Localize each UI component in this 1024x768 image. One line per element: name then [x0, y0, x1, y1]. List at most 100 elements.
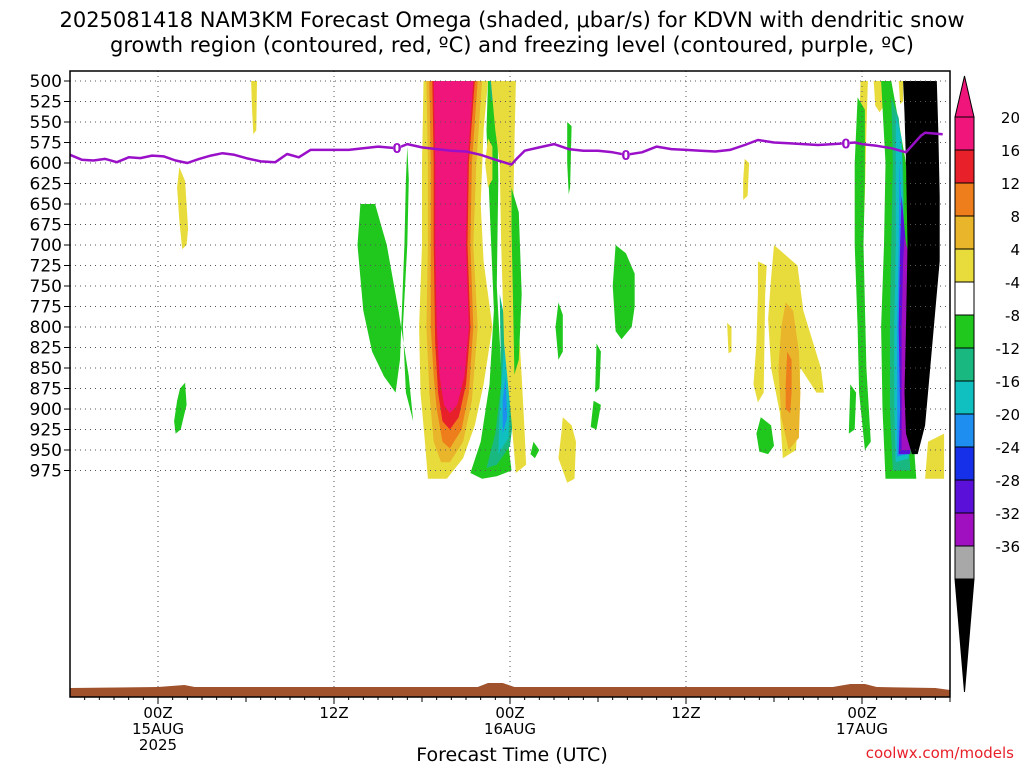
y-tick-label: 900	[30, 400, 62, 420]
y-tick-label: 850	[30, 359, 62, 379]
colorbar-label: 4	[1010, 241, 1020, 259]
omega-region-green	[590, 400, 601, 430]
omega-region-green	[595, 343, 601, 393]
x-tick-label: 15AUG	[132, 720, 184, 738]
ground-fill	[70, 683, 950, 697]
colorbar-bin-gray	[954, 545, 975, 580]
y-tick-label: 600	[30, 154, 62, 174]
y-tick-label: 800	[30, 318, 62, 338]
freezing-label-bg	[841, 136, 850, 151]
x-tick-label: 00Z	[495, 704, 524, 722]
y-tick-label: 700	[30, 236, 62, 256]
omega-region-green	[854, 97, 871, 451]
omega-region-green	[567, 122, 572, 195]
omega-region-green	[530, 441, 540, 459]
colorbar-label: -4	[1005, 274, 1020, 292]
y-tick-label: 725	[30, 257, 62, 277]
colorbar-label: 16	[1001, 142, 1020, 160]
colorbar-legend: 20 16 12 8 4 -4 -8 -12 -16 -20 -24 -28 -32 -36	[954, 75, 1021, 693]
colorbar-label: -8	[1005, 307, 1020, 325]
x-tick-label: 00Z	[143, 704, 172, 722]
omega-region-green	[848, 384, 857, 434]
ground-surface	[70, 683, 950, 697]
colorbar-label: 20	[1001, 109, 1020, 127]
colorbar-bin-blue	[954, 413, 975, 448]
omega-region-green	[511, 187, 522, 375]
freezing-level-label: 0	[621, 149, 630, 164]
omega-region-yellow	[753, 261, 767, 403]
omega-region-magenta	[433, 81, 474, 414]
freezing-label-bg	[393, 141, 402, 156]
colorbar-bin-yellow	[954, 248, 975, 283]
y-tick-label: 825	[30, 339, 62, 359]
colorbar-bin-orange	[954, 182, 975, 217]
colorbar-bin-gold	[954, 215, 975, 250]
y-tick-label: 500	[30, 72, 62, 92]
omega-shaded-regions	[174, 81, 945, 483]
y-tick-label: 550	[30, 113, 62, 133]
freezing-level-line	[69, 131, 943, 166]
colorbar-label: -28	[996, 472, 1021, 490]
omega-region-yellow	[727, 322, 732, 354]
freezing-level-label: 0	[393, 142, 402, 157]
omega-region-green	[174, 382, 187, 434]
y-tick-label: 650	[30, 195, 62, 215]
colorbar-bin-white	[954, 281, 975, 316]
omega-region-blue	[502, 376, 508, 434]
x-tick-label: 16AUG	[484, 720, 536, 738]
y-tick-label: 975	[30, 462, 62, 482]
chart-title-line2: growth region (contoured, red, ºC) and f…	[110, 33, 914, 57]
omega-region-orange	[785, 351, 792, 414]
omega-region-yellow	[898, 81, 904, 104]
omega-region-yellow	[925, 433, 945, 479]
x-axis-label: Forecast Time (UTC)	[416, 744, 608, 766]
colorbar-bin-purple	[954, 512, 975, 547]
omega-region-yellow	[251, 81, 257, 135]
colorbar-bin-darkblue	[954, 446, 975, 481]
colorbar-label: 12	[1001, 175, 1020, 193]
omega-region-yellow	[558, 417, 576, 483]
x-tick-label: 12Z	[319, 704, 348, 722]
y-tick-label: 575	[30, 134, 62, 154]
omega-region-yellow	[485, 138, 493, 188]
y-tick-label: 525	[30, 93, 62, 113]
x-tick-label: 17AUG	[836, 720, 888, 738]
colorbar-bin-seagreen	[954, 347, 975, 382]
x-tick-label: 2025	[139, 736, 177, 754]
freezing-level-contour: 0 0 0	[69, 131, 943, 166]
omega-region-yellow	[743, 158, 750, 200]
freezing-level-label: 0	[841, 137, 850, 152]
colorbar-label: -24	[996, 439, 1021, 457]
colorbar-bin-teal	[954, 380, 975, 415]
colorbar-label: 8	[1010, 208, 1020, 226]
omega-region-green	[555, 302, 563, 360]
chart-title-line1: 2025081418 NAM3KM Forecast Omega (shaded…	[59, 8, 965, 32]
colorbar-bin-indigo	[954, 479, 975, 514]
colorbar-label: -36	[996, 538, 1021, 556]
colorbar-label: -12	[996, 340, 1021, 358]
freezing-label-bg	[621, 147, 630, 162]
omega-region-yellow	[177, 167, 189, 250]
y-tick-label: 925	[30, 421, 62, 441]
omega-region-black	[903, 81, 940, 455]
y-tick-label: 750	[30, 277, 62, 297]
colorbar-label: -20	[996, 406, 1021, 424]
y-tick-label: 775	[30, 298, 62, 318]
colorbar-top-arrow	[954, 75, 975, 118]
x-tick-label: 12Z	[671, 704, 700, 722]
colorbar-bottom-arrow	[954, 578, 975, 693]
colorbar-label: -16	[996, 373, 1021, 391]
x-tick-label: 00Z	[847, 704, 876, 722]
omega-region-green	[756, 417, 774, 455]
y-tick-label: 875	[30, 380, 62, 400]
credit-text: coolwx.com/models	[865, 744, 1014, 762]
omega-region-green	[612, 245, 635, 340]
omega-region-green	[357, 146, 414, 422]
y-axis: 5005255505756006256506757007257507758008…	[30, 72, 70, 482]
colorbar-bin-magenta	[954, 116, 975, 151]
omega-region-yellow	[490, 81, 527, 473]
y-tick-label: 675	[30, 216, 62, 236]
colorbar-bin-red	[954, 149, 975, 184]
